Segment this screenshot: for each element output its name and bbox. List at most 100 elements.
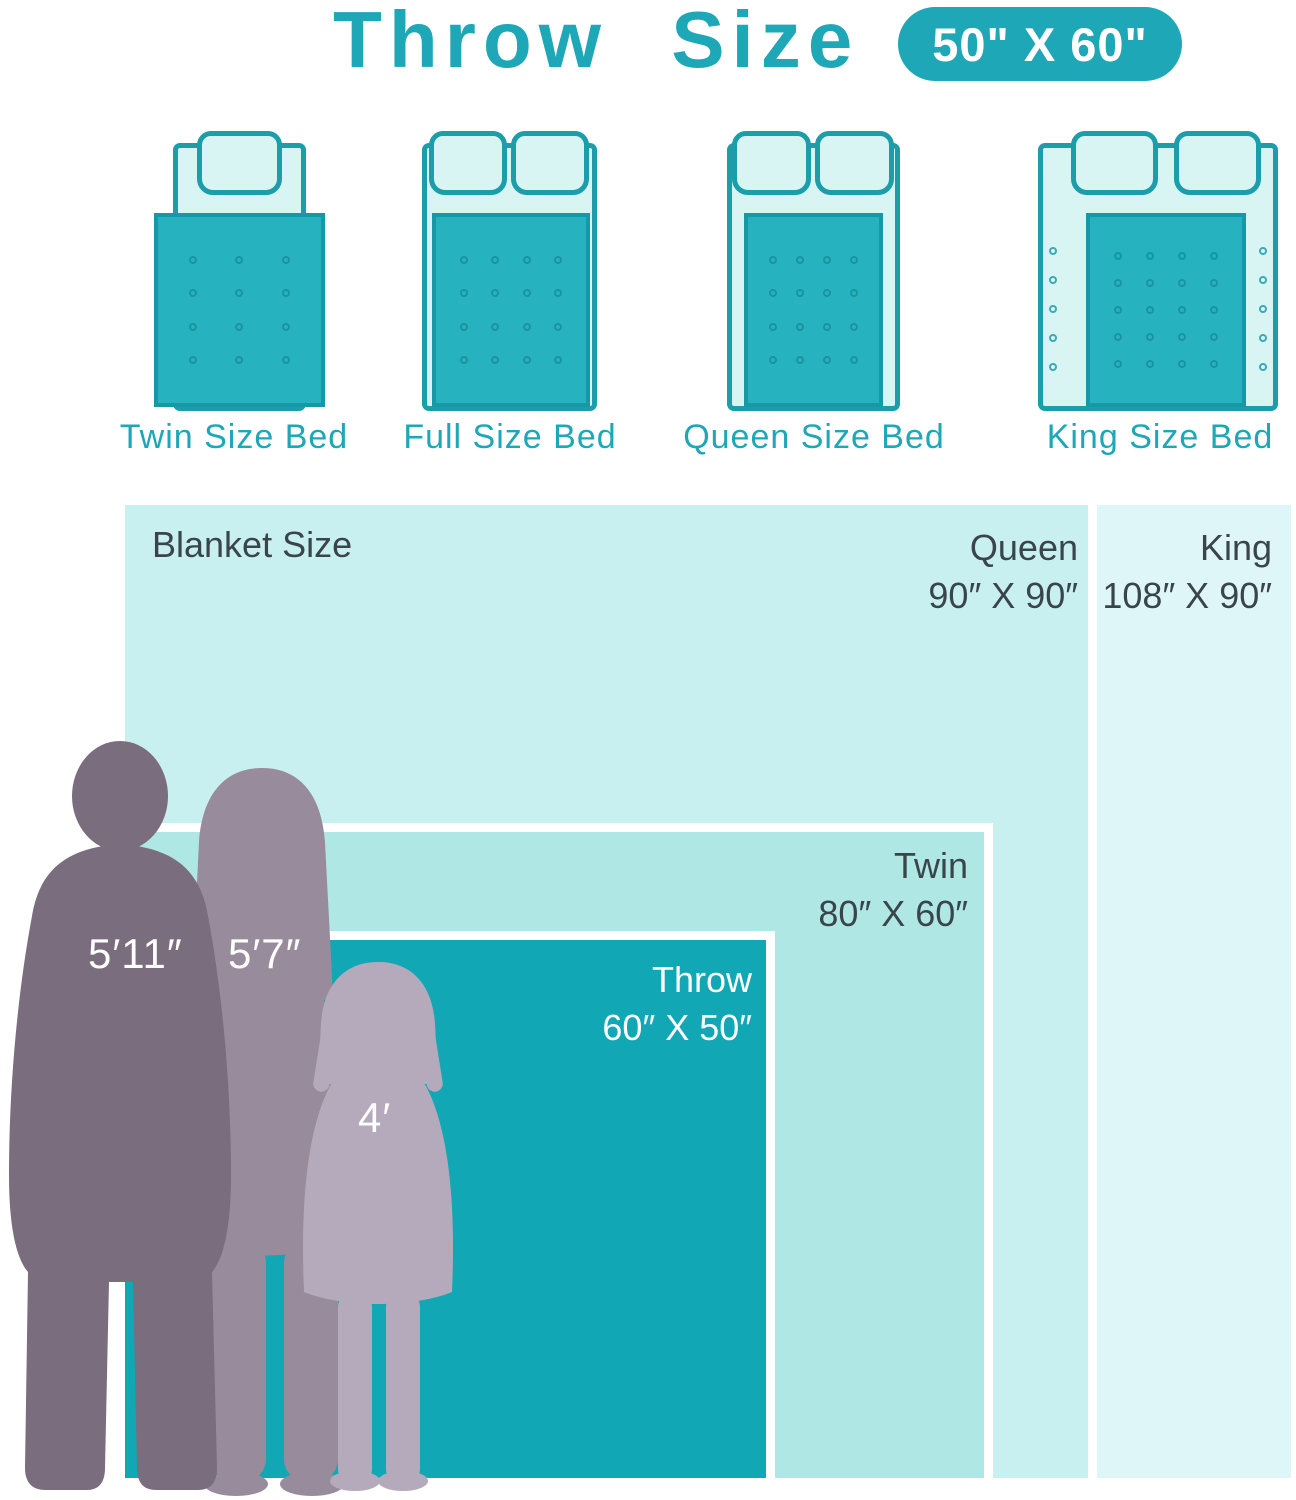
tuft-dot (1114, 305, 1122, 314)
queen-size-label: Queen 90″ X 90″ (928, 524, 1078, 619)
tuft-dot (1146, 305, 1154, 314)
pillow-icon (429, 131, 507, 195)
king-size-label: King 108″ X 90″ (1102, 524, 1272, 619)
blanket-dots (170, 243, 309, 377)
tuft-dot (849, 356, 858, 365)
man-silhouette (9, 741, 231, 1490)
blanket-size-heading: Blanket Size (152, 524, 353, 565)
tuft-dot (554, 255, 563, 264)
tuft-dot (822, 255, 831, 264)
tuft-dot (1259, 275, 1267, 284)
tuft-dot (849, 289, 858, 298)
tuft-dot (235, 255, 244, 264)
tuft-dot (1049, 362, 1057, 371)
pillow-icon (815, 131, 894, 195)
tuft-dot (522, 289, 531, 298)
size-name: King (1199, 527, 1272, 568)
tuft-dot (235, 289, 244, 298)
tuft-dot (1049, 275, 1057, 284)
blanket-icon (744, 213, 883, 407)
king-bed-illustration (1038, 131, 1278, 411)
man-height-label: 5′11″ (88, 930, 183, 977)
tuft-dot (235, 356, 244, 365)
twin-size-label: Twin 80″ X 60″ (818, 842, 968, 937)
tuft-dot (1210, 279, 1218, 288)
bed-side-dots (1043, 236, 1063, 381)
tuft-dot (491, 289, 500, 298)
pillow-icon (732, 131, 811, 195)
queen-bed-illustration (727, 131, 900, 411)
pillow-icon (1174, 131, 1261, 195)
tuft-dot (1146, 252, 1154, 261)
queen-bed-label: Queen Size Bed (683, 418, 945, 456)
throw-size-label: Throw 60″ X 50″ (602, 956, 752, 1051)
tuft-dot (189, 356, 198, 365)
tuft-dot (522, 356, 531, 365)
size-dimensions: 108″ X 90″ (1102, 574, 1272, 616)
size-name: Twin (893, 845, 968, 886)
blanket-dots (1102, 243, 1230, 377)
tuft-dot (1114, 252, 1122, 261)
tuft-dot (1049, 304, 1057, 313)
tuft-dot (1178, 359, 1186, 368)
tuft-dot (1259, 304, 1267, 313)
tuft-dot (1114, 332, 1122, 341)
tuft-dot (822, 289, 831, 298)
blanket-icon (432, 213, 590, 407)
king-bed-label: King Size Bed (1046, 418, 1274, 456)
tuft-dot (189, 322, 198, 331)
tuft-dot (459, 255, 468, 264)
tuft-dot (1210, 305, 1218, 314)
tuft-dot (459, 289, 468, 298)
tuft-dot (796, 255, 805, 264)
tuft-dot (1210, 332, 1218, 341)
tuft-dot (459, 322, 468, 331)
blanket-dots (760, 243, 867, 377)
tuft-dot (189, 289, 198, 298)
pillow-icon (511, 131, 589, 195)
tuft-dot (554, 322, 563, 331)
tuft-dot (281, 255, 290, 264)
tuft-dot (1210, 252, 1218, 261)
pillow-icon (1071, 131, 1158, 195)
tuft-dot (281, 322, 290, 331)
tuft-dot (281, 289, 290, 298)
twin-bed-illustration (154, 131, 325, 411)
tuft-dot (1259, 362, 1267, 371)
throw-size-badge: 50" X 60" (898, 7, 1182, 81)
twin-bed-label: Twin Size Bed (119, 418, 349, 456)
size-name: Throw (651, 959, 752, 1000)
pillow-icon (197, 131, 282, 195)
tuft-dot (235, 322, 244, 331)
tuft-dot (796, 322, 805, 331)
tuft-dot (1146, 279, 1154, 288)
tuft-dot (822, 322, 831, 331)
tuft-dot (522, 322, 531, 331)
tuft-dot (522, 255, 531, 264)
tuft-dot (1178, 279, 1186, 288)
blanket-icon (154, 213, 325, 407)
tuft-dot (491, 322, 500, 331)
tuft-dot (1178, 305, 1186, 314)
full-bed-illustration (422, 131, 597, 411)
page-title: Throw Size (333, 0, 860, 84)
tuft-dot (1178, 252, 1186, 261)
size-dimensions: 80″ X 60″ (818, 892, 968, 934)
tuft-dot (1178, 332, 1186, 341)
blanket-icon (1086, 213, 1246, 407)
tuft-dot (796, 289, 805, 298)
girl-height-label: 4′ (358, 1094, 392, 1141)
size-dimensions: 60″ X 50″ (602, 1006, 752, 1048)
size-name: Queen (969, 527, 1078, 568)
tuft-dot (554, 356, 563, 365)
tuft-dot (849, 322, 858, 331)
tuft-dot (1210, 359, 1218, 368)
tuft-dot (796, 356, 805, 365)
tuft-dot (849, 255, 858, 264)
tuft-dot (281, 356, 290, 365)
blanket-dots (448, 243, 574, 377)
tuft-dot (822, 356, 831, 365)
tuft-dot (1114, 359, 1122, 368)
